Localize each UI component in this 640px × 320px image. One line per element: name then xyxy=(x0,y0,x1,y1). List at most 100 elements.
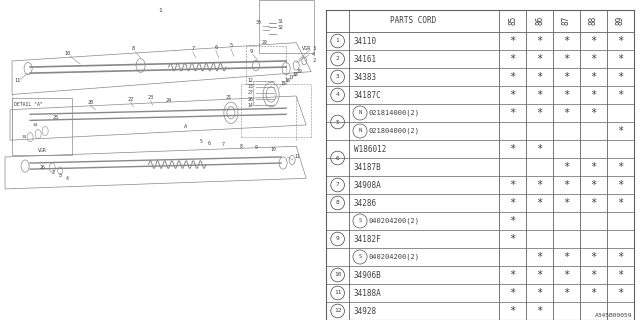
Text: 22: 22 xyxy=(127,97,134,101)
Text: *: * xyxy=(590,72,596,82)
Text: 20: 20 xyxy=(87,100,93,105)
Text: 34188A: 34188A xyxy=(354,289,381,298)
Text: *: * xyxy=(563,162,570,172)
Text: 2: 2 xyxy=(312,59,316,63)
Text: W186012: W186012 xyxy=(354,145,386,154)
Text: *: * xyxy=(563,198,570,208)
Text: 1: 1 xyxy=(159,8,163,13)
Text: 21: 21 xyxy=(226,95,232,100)
Text: 25: 25 xyxy=(52,115,58,120)
Text: 3: 3 xyxy=(312,46,316,51)
Text: *: * xyxy=(536,180,543,190)
Text: 19: 19 xyxy=(296,69,302,74)
Text: 12: 12 xyxy=(334,308,341,314)
Text: *: * xyxy=(590,90,596,100)
Text: *: * xyxy=(509,234,516,244)
Text: 32: 32 xyxy=(278,25,284,30)
Text: 34187C: 34187C xyxy=(354,91,381,100)
Text: 6: 6 xyxy=(336,156,339,161)
Text: 2: 2 xyxy=(336,57,339,61)
Text: 85: 85 xyxy=(508,16,517,25)
Text: *: * xyxy=(617,72,623,82)
Text: 8: 8 xyxy=(336,201,339,205)
Text: 87: 87 xyxy=(562,16,571,25)
Text: *: * xyxy=(536,90,543,100)
Text: *: * xyxy=(509,198,516,208)
Text: *: * xyxy=(590,162,596,172)
Text: *: * xyxy=(617,180,623,190)
Text: *: * xyxy=(617,270,623,280)
Text: *: * xyxy=(590,288,596,298)
Text: *: * xyxy=(509,216,516,226)
Text: 34: 34 xyxy=(33,123,38,127)
Text: *: * xyxy=(617,90,623,100)
Text: 021804000(2): 021804000(2) xyxy=(369,128,420,134)
Text: *: * xyxy=(536,36,543,46)
Text: 5: 5 xyxy=(336,119,339,124)
Text: 86: 86 xyxy=(535,16,544,25)
Text: 8: 8 xyxy=(132,46,135,51)
Text: 34286: 34286 xyxy=(354,198,377,207)
Text: *: * xyxy=(590,198,596,208)
Text: 34906B: 34906B xyxy=(354,270,381,279)
Text: 10: 10 xyxy=(270,147,276,152)
Text: *: * xyxy=(590,108,596,118)
Text: *: * xyxy=(563,36,570,46)
Text: *: * xyxy=(590,180,596,190)
Text: *: * xyxy=(617,36,623,46)
Text: *: * xyxy=(563,252,570,262)
Text: 5: 5 xyxy=(229,43,232,48)
Text: VGR: VGR xyxy=(301,46,311,51)
Text: *: * xyxy=(563,54,570,64)
Text: 12: 12 xyxy=(247,78,253,83)
Text: *: * xyxy=(617,288,623,298)
Text: 89: 89 xyxy=(616,16,625,25)
Text: DETAIL "A": DETAIL "A" xyxy=(14,102,43,107)
Text: *: * xyxy=(563,180,570,190)
Text: *: * xyxy=(590,54,596,64)
Text: 040204200(2): 040204200(2) xyxy=(369,218,420,224)
Text: 16: 16 xyxy=(284,78,290,83)
Text: VGR: VGR xyxy=(38,148,47,153)
Text: 26: 26 xyxy=(247,97,253,101)
Text: *: * xyxy=(509,270,516,280)
Text: *: * xyxy=(590,270,596,280)
Text: *: * xyxy=(536,306,543,316)
Text: *: * xyxy=(590,252,596,262)
Text: 14: 14 xyxy=(247,103,253,108)
Text: *: * xyxy=(509,144,516,154)
Text: 3: 3 xyxy=(59,173,61,178)
Text: *: * xyxy=(509,36,516,46)
Text: *: * xyxy=(617,162,623,172)
Text: 10: 10 xyxy=(334,273,341,277)
Text: 7: 7 xyxy=(221,142,225,147)
Text: 26: 26 xyxy=(39,165,45,170)
Text: 34161: 34161 xyxy=(354,54,377,63)
Text: S: S xyxy=(358,254,362,260)
Text: *: * xyxy=(536,198,543,208)
Text: 11: 11 xyxy=(334,291,341,295)
Text: 17: 17 xyxy=(288,75,294,80)
Text: 7: 7 xyxy=(336,182,339,188)
Text: *: * xyxy=(509,306,516,316)
Text: 4: 4 xyxy=(336,92,339,98)
Text: *: * xyxy=(509,288,516,298)
Text: *: * xyxy=(536,252,543,262)
Text: 6: 6 xyxy=(207,141,211,146)
Text: *: * xyxy=(536,72,543,82)
Text: 040204200(2): 040204200(2) xyxy=(369,254,420,260)
Text: *: * xyxy=(563,90,570,100)
Text: 7: 7 xyxy=(191,46,195,51)
Text: A: A xyxy=(184,124,188,129)
Text: *: * xyxy=(509,90,516,100)
Text: 88: 88 xyxy=(589,16,598,25)
Text: *: * xyxy=(509,54,516,64)
Text: 31: 31 xyxy=(278,19,284,24)
Text: *: * xyxy=(509,108,516,118)
Text: N: N xyxy=(358,129,362,133)
Text: 34182F: 34182F xyxy=(354,235,381,244)
Text: *: * xyxy=(563,108,570,118)
Text: 4: 4 xyxy=(312,52,316,57)
Text: 1: 1 xyxy=(336,38,339,44)
Text: 8: 8 xyxy=(239,144,243,149)
